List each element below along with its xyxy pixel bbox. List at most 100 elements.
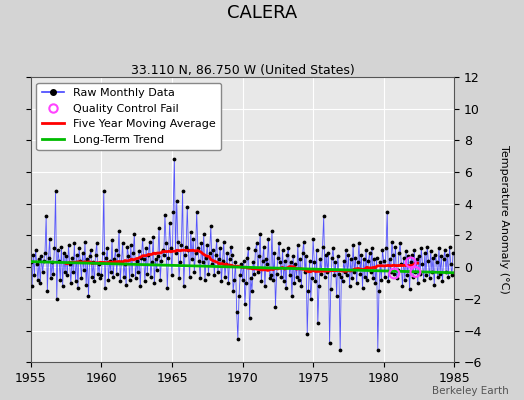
- Point: [378, 246, 387, 253]
- Point: [409, 274, 417, 280]
- Point: [284, 245, 292, 251]
- Point: [389, 251, 397, 258]
- Point: [449, 250, 457, 256]
- Point: [384, 278, 392, 285]
- Point: [349, 242, 357, 248]
- Point: [431, 251, 440, 258]
- Point: [264, 236, 272, 242]
- Point: [263, 261, 271, 267]
- Point: [266, 275, 274, 282]
- Point: [138, 236, 147, 242]
- Point: [221, 274, 229, 280]
- Point: [257, 278, 266, 285]
- Point: [132, 275, 140, 282]
- Point: [154, 253, 162, 259]
- Point: [362, 246, 370, 253]
- Point: [208, 261, 216, 267]
- Point: [402, 248, 410, 254]
- Point: [213, 237, 221, 244]
- Point: [180, 283, 188, 290]
- Point: [91, 251, 100, 258]
- Point: [56, 277, 64, 283]
- Point: [57, 243, 66, 250]
- Point: [353, 280, 361, 286]
- Point: [127, 242, 135, 248]
- Point: [446, 261, 455, 267]
- Point: [122, 282, 130, 288]
- Point: [161, 212, 169, 218]
- Point: [222, 261, 230, 267]
- Point: [354, 259, 362, 266]
- Point: [320, 213, 328, 220]
- Point: [253, 240, 261, 247]
- Point: [95, 261, 103, 267]
- Point: [312, 246, 321, 253]
- Point: [367, 269, 375, 275]
- Point: [102, 254, 111, 261]
- Point: [224, 280, 233, 286]
- Point: [45, 254, 53, 261]
- Point: [219, 258, 227, 264]
- Point: [281, 258, 289, 264]
- Point: [411, 269, 420, 275]
- Point: [236, 272, 244, 278]
- Point: [229, 288, 237, 294]
- Point: [383, 208, 391, 215]
- Point: [282, 284, 290, 291]
- Point: [55, 258, 63, 264]
- Point: [394, 267, 402, 274]
- Point: [289, 253, 297, 259]
- Point: [189, 236, 198, 242]
- Point: [117, 259, 126, 266]
- Point: [70, 240, 79, 247]
- Point: [244, 245, 253, 251]
- Point: [319, 243, 327, 250]
- Point: [170, 156, 179, 163]
- Point: [203, 242, 212, 248]
- Point: [68, 254, 76, 261]
- Point: [377, 277, 386, 283]
- Point: [135, 248, 143, 254]
- Point: [110, 256, 118, 262]
- Point: [150, 280, 159, 286]
- Point: [108, 237, 116, 244]
- Point: [103, 245, 112, 251]
- Point: [442, 269, 450, 275]
- Point: [62, 253, 70, 259]
- Point: [184, 246, 193, 253]
- Point: [60, 250, 68, 256]
- Point: [250, 270, 258, 277]
- Point: [350, 269, 358, 275]
- Point: [29, 251, 37, 258]
- Point: [233, 308, 241, 315]
- Point: [243, 254, 252, 261]
- Point: [290, 280, 299, 286]
- Point: [286, 272, 294, 278]
- Point: [183, 204, 191, 210]
- Point: [139, 256, 148, 262]
- Point: [302, 253, 310, 259]
- Point: [206, 223, 215, 229]
- Point: [269, 277, 277, 283]
- Point: [210, 272, 219, 278]
- Point: [258, 258, 267, 264]
- Point: [86, 246, 95, 253]
- Point: [337, 274, 345, 280]
- Point: [268, 228, 276, 234]
- Point: [308, 275, 316, 282]
- Point: [168, 272, 176, 278]
- Point: [217, 278, 225, 285]
- Point: [445, 243, 454, 250]
- Point: [276, 259, 285, 266]
- Point: [119, 274, 128, 280]
- Point: [444, 274, 453, 280]
- Point: [254, 269, 262, 275]
- Point: [344, 251, 353, 258]
- Point: [379, 258, 388, 264]
- Point: [423, 243, 431, 250]
- Point: [137, 254, 146, 261]
- Point: [204, 270, 213, 277]
- Point: [199, 259, 207, 266]
- Point: [422, 272, 430, 278]
- Point: [404, 253, 412, 259]
